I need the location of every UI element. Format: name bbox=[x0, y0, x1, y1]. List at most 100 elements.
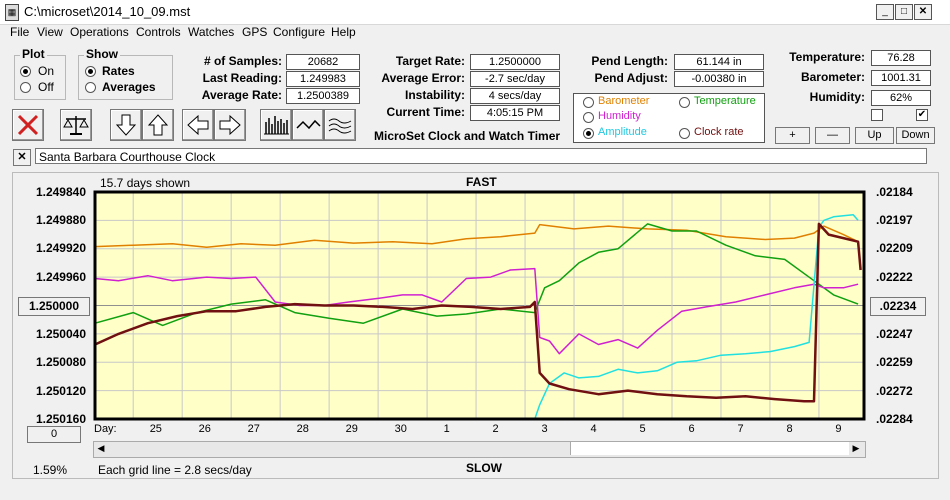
line-graph-icon bbox=[296, 119, 321, 130]
menu-file[interactable]: File bbox=[10, 25, 30, 39]
center-amplitude-button[interactable]: .02234 bbox=[870, 297, 926, 316]
average-error-field: -2.7 sec/day bbox=[470, 71, 560, 87]
left-tick-1: 1.249880 bbox=[35, 213, 86, 227]
menu-operations[interactable]: Operations bbox=[70, 25, 129, 39]
show-averages-label: Averages bbox=[102, 80, 156, 94]
x-tick-label: 4 bbox=[590, 423, 597, 435]
left-tick-0: 1.249840 bbox=[35, 185, 86, 199]
x-tick-label: 27 bbox=[247, 423, 260, 435]
close-button[interactable]: ✕ bbox=[914, 4, 932, 20]
menu-controls[interactable]: Controls bbox=[136, 25, 181, 39]
barometer-radio[interactable] bbox=[583, 97, 594, 108]
checkbox-left[interactable] bbox=[871, 109, 883, 121]
histogram-button[interactable] bbox=[260, 109, 292, 141]
description-field[interactable]: Santa Barbara Courthouse Clock bbox=[35, 148, 927, 164]
checkbox-right[interactable]: ✔ bbox=[916, 109, 928, 121]
plot-off-label: Off bbox=[38, 80, 54, 94]
series-temperature bbox=[94, 223, 859, 327]
temperature-label: Temperature: bbox=[789, 50, 865, 64]
humidity-label: Humidity: bbox=[809, 90, 865, 104]
last-reading-label: Last Reading: bbox=[202, 71, 282, 85]
plot-frame bbox=[93, 190, 866, 421]
title-bar: ▦ C:\microset\2014_10_09.mst _ □ ✕ bbox=[0, 0, 950, 25]
days-shown-label: 15.7 days shown bbox=[100, 176, 191, 190]
right-tick-6: .02259 bbox=[876, 355, 913, 369]
series-humidity bbox=[94, 267, 859, 355]
plus-button[interactable]: + bbox=[775, 127, 810, 144]
x-tick-label: 3 bbox=[541, 423, 548, 435]
arrow-left-icon bbox=[187, 114, 209, 136]
barometer-label: Barometer: bbox=[800, 70, 865, 84]
left-tick-6: 1.250080 bbox=[35, 355, 86, 369]
average-rate-label: Average Rate: bbox=[201, 88, 282, 102]
smooth-graph-button[interactable] bbox=[324, 109, 356, 141]
current-time-field: 4:05:15 PM bbox=[470, 105, 560, 121]
scroll-thumb[interactable] bbox=[570, 442, 849, 455]
stop-button[interactable] bbox=[12, 109, 44, 141]
center-rate-button[interactable]: 1.250000 bbox=[18, 297, 90, 316]
menu-watches[interactable]: Watches bbox=[188, 25, 235, 39]
x-tick-label: 28 bbox=[296, 423, 309, 435]
calibrate-button[interactable] bbox=[60, 109, 92, 141]
show-rates-label: Rates bbox=[102, 64, 135, 78]
zero-button[interactable]: 0 bbox=[27, 426, 81, 443]
barometer-field: 1001.31 bbox=[871, 70, 931, 86]
target-rate-label: Target Rate: bbox=[395, 54, 465, 68]
menu-configure[interactable]: Configure bbox=[273, 25, 326, 39]
x-tick-label: 6 bbox=[688, 423, 695, 435]
show-rates-radio[interactable] bbox=[85, 66, 96, 77]
pend-adjust-label: Pend Adjust: bbox=[594, 71, 668, 85]
right-tick-5: .02247 bbox=[876, 327, 913, 341]
clock-rate-radio[interactable] bbox=[679, 128, 690, 139]
humidity-field: 62% bbox=[871, 90, 931, 106]
right-tick-3: .02222 bbox=[876, 270, 913, 284]
arrow-right-icon bbox=[219, 114, 241, 136]
x-tick-label: 2 bbox=[492, 423, 499, 435]
menu-view[interactable]: View bbox=[37, 25, 63, 39]
show-group bbox=[78, 55, 173, 100]
target-rate-field[interactable]: 1.2500000 bbox=[470, 54, 560, 70]
slow-label: SLOW bbox=[466, 461, 502, 475]
plot-on-radio[interactable] bbox=[20, 66, 31, 77]
plot-off-radio[interactable] bbox=[20, 82, 31, 93]
samples-field: 20682 bbox=[286, 54, 360, 70]
show-averages-radio[interactable] bbox=[85, 82, 96, 93]
series-clock-rate bbox=[94, 222, 862, 403]
clear-description-button[interactable]: ✕ bbox=[13, 149, 31, 166]
maximize-button[interactable]: □ bbox=[895, 4, 913, 20]
x-tick-label: 26 bbox=[198, 423, 211, 435]
x-tick-label: 7 bbox=[737, 423, 744, 435]
app-caption: MicroSet Clock and Watch Timer bbox=[374, 129, 561, 143]
line-graph-button[interactable] bbox=[292, 109, 324, 141]
last-reading-field: 1.249983 bbox=[286, 71, 360, 87]
down-arrow-button[interactable] bbox=[110, 109, 142, 141]
amplitude-radio[interactable] bbox=[583, 128, 594, 139]
scroll-left-arrow[interactable]: ◀ bbox=[97, 443, 105, 453]
temperature-radio[interactable] bbox=[679, 97, 690, 108]
left-tick-2: 1.249920 bbox=[35, 241, 86, 255]
wave-icon bbox=[328, 118, 352, 134]
instability-label: Instability: bbox=[404, 88, 465, 102]
minus-button[interactable]: — bbox=[815, 127, 850, 144]
temperature-field: 76.28 bbox=[871, 50, 931, 66]
samples-label: # of Samples: bbox=[203, 54, 282, 68]
left-arrow-button[interactable] bbox=[182, 109, 214, 141]
menu-gps[interactable]: GPS bbox=[242, 25, 268, 39]
scroll-right-arrow[interactable]: ▶ bbox=[852, 443, 860, 453]
minimize-button[interactable]: _ bbox=[876, 4, 894, 20]
show-group-title: Show bbox=[84, 47, 120, 61]
humidity-radio[interactable] bbox=[583, 112, 594, 123]
right-tick-2: .02209 bbox=[876, 241, 913, 255]
clock-rate-option: Clock rate bbox=[694, 126, 744, 138]
right-tick-7: .02272 bbox=[876, 384, 913, 398]
red-x-icon bbox=[17, 114, 39, 136]
pend-length-field[interactable]: 61.144 in bbox=[674, 54, 764, 70]
menu-help[interactable]: Help bbox=[331, 25, 356, 39]
up-arrow-button[interactable] bbox=[142, 109, 174, 141]
arrow-down-icon bbox=[115, 114, 137, 136]
plot-group-title: Plot bbox=[20, 47, 47, 61]
up-button[interactable]: Up bbox=[855, 127, 894, 144]
right-arrow-button[interactable] bbox=[214, 109, 246, 141]
down-button[interactable]: Down bbox=[896, 127, 935, 144]
